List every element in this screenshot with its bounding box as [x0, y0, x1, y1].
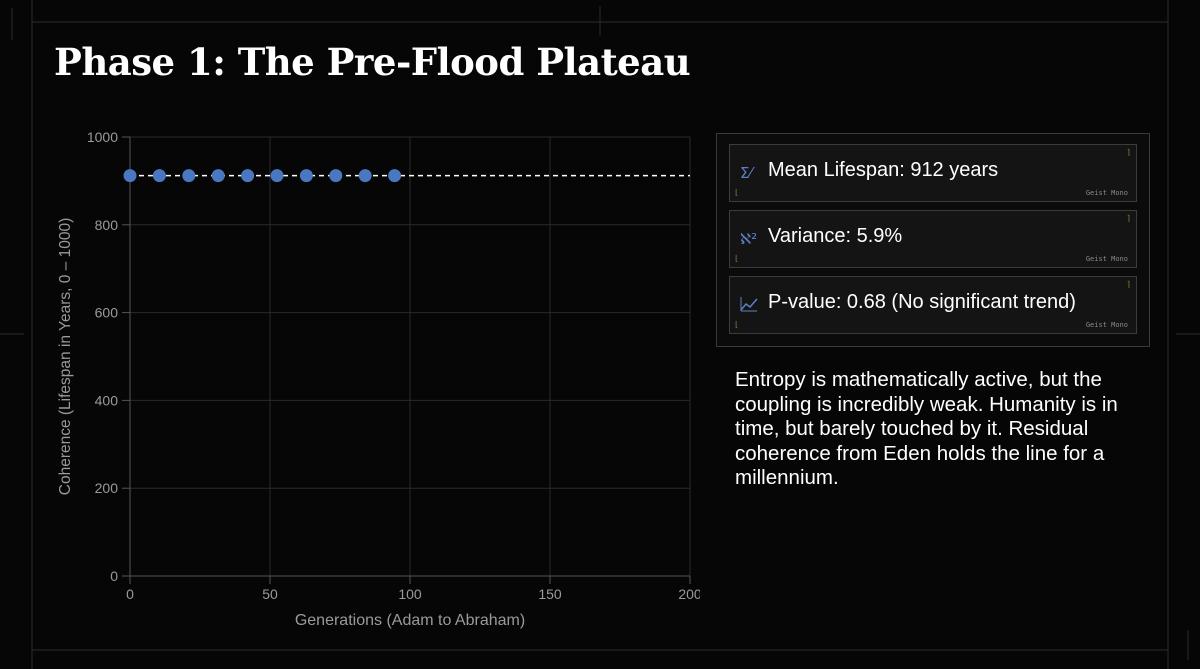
slide-title: Phase 1: The Pre-Flood Plateau: [54, 40, 691, 84]
y-axis-label: Coherence (Lifespan in Years, 0 – 1000): [57, 218, 74, 495]
corner-mark-icon: ⌊: [735, 320, 739, 329]
corner-mark-icon: ⌉: [1126, 214, 1130, 223]
variance-icon: ℵ²: [740, 230, 758, 248]
sigma-icon: Σ⁄: [740, 164, 752, 182]
font-tag: Geist Mono: [1085, 189, 1128, 197]
y-tick-label: 1000: [87, 129, 118, 145]
stat-card-variance: ⌉ ℵ² Variance: 5.9% ⌊ Geist Mono: [729, 210, 1137, 268]
trend-chart-icon: [740, 296, 760, 314]
stat-card-p-value: ⌉ P-value: 0.68 (No significant trend) ⌊…: [729, 276, 1137, 334]
x-axis-label: Generations (Adam to Abraham): [295, 612, 525, 629]
data-point: [152, 169, 166, 183]
data-point: [329, 169, 343, 183]
data-point: [358, 169, 372, 183]
stat-label-mean-lifespan: Mean Lifespan: 912 years: [768, 159, 999, 181]
stats-panel: ⌉ Σ⁄ Mean Lifespan: 912 years ⌊ Geist Mo…: [716, 133, 1150, 347]
y-tick-label: 800: [95, 217, 119, 233]
x-tick-label: 200: [678, 586, 700, 602]
y-tick-label: 200: [95, 480, 119, 496]
font-tag: Geist Mono: [1085, 321, 1128, 329]
corner-mark-icon: ⌊: [735, 188, 739, 197]
y-tick-label: 400: [95, 392, 119, 408]
data-point: [123, 169, 137, 183]
y-tick-label: 0: [110, 568, 118, 584]
font-tag: Geist Mono: [1085, 255, 1128, 263]
data-point: [388, 169, 402, 183]
x-tick-label: 100: [398, 586, 422, 602]
corner-mark-icon: ⌉: [1126, 280, 1130, 289]
data-point: [270, 169, 284, 183]
data-point: [182, 169, 196, 183]
lifespan-scatter-chart: 0 200 400 600 800 1000 0 50 100 150 200 Generations…: [57, 129, 700, 629]
y-tick-label: 600: [95, 305, 119, 321]
stat-label-variance: Variance: 5.9%: [768, 225, 903, 247]
corner-mark-icon: ⌊: [735, 254, 739, 263]
x-tick-label: 50: [262, 586, 278, 602]
data-point: [211, 169, 225, 183]
stat-card-mean-lifespan: ⌉ Σ⁄ Mean Lifespan: 912 years ⌊ Geist Mo…: [729, 144, 1137, 202]
corner-mark-icon: ⌉: [1126, 148, 1130, 157]
narrative-text: Entropy is mathematically active, but th…: [735, 368, 1118, 490]
data-point: [299, 169, 313, 183]
stat-label-p-value: P-value: 0.68 (No significant trend): [768, 291, 1076, 313]
data-point: [241, 169, 255, 183]
x-tick-label: 0: [126, 586, 134, 602]
x-tick-label: 150: [538, 586, 562, 602]
